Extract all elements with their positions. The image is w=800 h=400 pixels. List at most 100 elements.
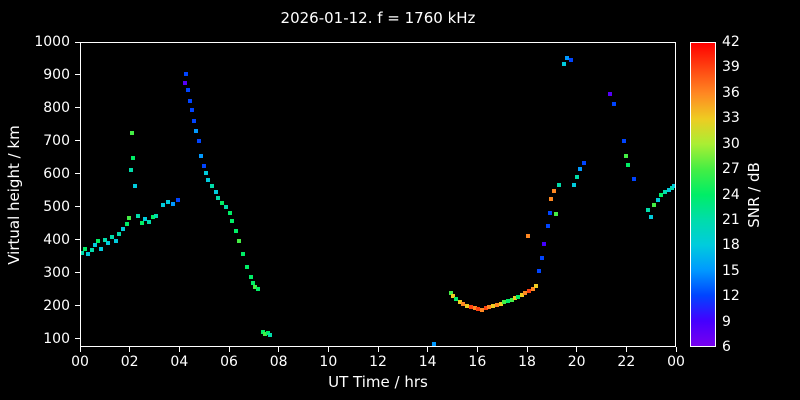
y-tick-label: 600 [43, 165, 70, 182]
data-point [502, 300, 507, 305]
data-point [128, 168, 133, 173]
x-axis-label: UT Time / hrs [328, 373, 428, 391]
colorbar-tick-label: 15 [722, 262, 740, 279]
data-point [253, 284, 258, 289]
data-point [451, 293, 456, 298]
data-point [498, 301, 503, 306]
x-tick-mark [476, 347, 478, 352]
colorbar-tick-label: 6 [722, 339, 731, 355]
colorbar-tick-label: 33 [722, 110, 740, 127]
data-point [196, 139, 201, 144]
data-point [154, 213, 159, 218]
data-point [476, 306, 481, 311]
data-point [194, 129, 199, 134]
data-point [124, 221, 129, 226]
data-point [670, 185, 675, 190]
data-point [557, 183, 562, 188]
data-point [129, 131, 134, 136]
x-tick-mark [377, 347, 379, 352]
data-point [106, 241, 111, 246]
data-point [611, 101, 616, 106]
data-point [539, 255, 544, 260]
data-point [143, 217, 148, 222]
data-point [133, 184, 138, 189]
data-point [575, 175, 580, 180]
data-point [512, 296, 517, 301]
y-tick-label: 100 [43, 330, 70, 347]
colorbar-tick-label: 30 [722, 135, 740, 152]
data-point [139, 220, 144, 225]
y-tick-label: 400 [43, 231, 70, 248]
x-tick-label: 08 [269, 354, 288, 370]
data-point [632, 176, 637, 181]
colorbar [690, 42, 716, 347]
data-point [491, 304, 496, 309]
data-point [237, 238, 242, 243]
data-point [554, 211, 559, 216]
x-tick-mark [625, 347, 627, 352]
data-point [223, 204, 228, 209]
data-point [248, 274, 253, 279]
x-tick-label: 18 [518, 354, 536, 370]
data-point [255, 287, 260, 292]
data-point [251, 281, 255, 286]
data-point [135, 213, 140, 218]
x-tick-label: 12 [369, 354, 387, 370]
data-point [457, 300, 462, 305]
data-point [431, 341, 436, 346]
y-tick-label: 700 [43, 132, 70, 149]
x-tick-label: 14 [418, 354, 437, 370]
data-point [229, 219, 234, 224]
data-point [453, 297, 458, 302]
data-point [483, 306, 488, 311]
x-tick-mark [129, 347, 131, 352]
data-point [267, 333, 272, 338]
data-point [265, 330, 270, 335]
colorbar-tick-label: 39 [722, 59, 740, 76]
data-point [81, 250, 85, 255]
x-tick-label: 00 [71, 354, 89, 370]
data-point [568, 58, 573, 63]
data-point [260, 329, 265, 334]
data-point [109, 234, 114, 239]
data-point [548, 211, 552, 216]
data-point [578, 167, 583, 172]
data-point [216, 196, 221, 201]
colorbar-tick-label: 36 [722, 84, 740, 101]
x-tick-mark [675, 347, 677, 352]
colorbar-tick-label: 18 [722, 237, 740, 254]
x-tick-label: 20 [567, 354, 586, 370]
data-point [92, 243, 97, 248]
y-tick-label: 500 [43, 198, 70, 215]
x-tick-label: 22 [617, 354, 636, 370]
y-tick-mark [75, 272, 80, 274]
x-tick-label: 06 [220, 354, 238, 370]
y-tick-mark [75, 41, 80, 43]
x-tick-label: 16 [468, 354, 487, 370]
data-point [165, 199, 170, 204]
data-point [210, 184, 215, 189]
data-point [86, 252, 91, 257]
data-point [185, 88, 190, 93]
colorbar-tick-label: 9 [722, 313, 731, 330]
data-point [659, 193, 664, 198]
x-tick-mark [79, 347, 81, 352]
data-point [449, 290, 453, 295]
data-point [96, 238, 101, 243]
data-point [494, 303, 499, 308]
y-tick-mark [75, 74, 80, 76]
y-tick-mark [75, 206, 80, 208]
data-point [263, 331, 268, 336]
y-tick-mark [75, 305, 80, 307]
x-tick-mark [278, 347, 280, 352]
y-tick-label: 900 [43, 66, 70, 83]
data-point [206, 177, 211, 182]
data-point [175, 198, 180, 203]
data-point [468, 304, 473, 309]
data-point [608, 91, 613, 96]
plot-area [80, 42, 676, 347]
data-point [160, 203, 165, 208]
data-point [666, 187, 671, 192]
data-point [201, 163, 206, 168]
